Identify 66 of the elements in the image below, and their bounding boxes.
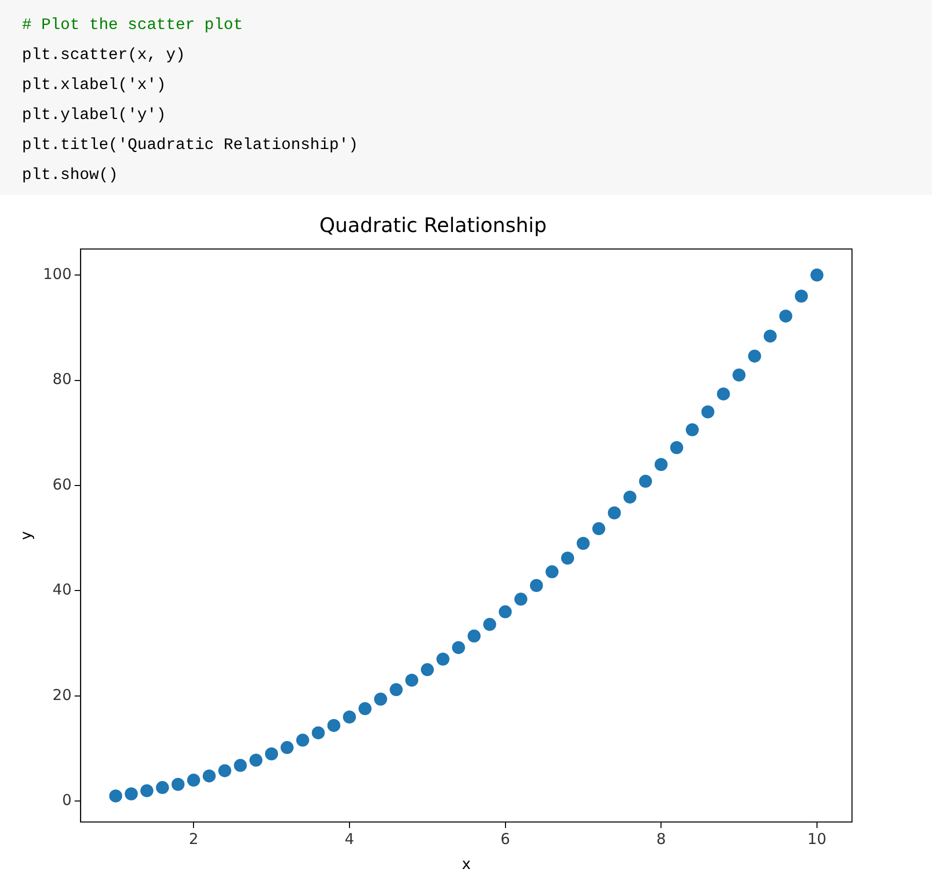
point <box>452 641 466 654</box>
point <box>234 758 247 772</box>
text: plt.title('Quadratic Relationship') <box>22 135 360 156</box>
point <box>498 605 512 618</box>
point <box>639 474 652 488</box>
chart-title: Quadratic Relationship <box>319 213 547 238</box>
point <box>514 592 528 606</box>
y-tick-label: 0 <box>62 791 72 810</box>
point <box>358 702 372 716</box>
y-tick-label: 40 <box>52 580 72 599</box>
text: plt.xlabel('x') <box>22 75 168 96</box>
point <box>296 734 310 747</box>
point <box>265 747 278 760</box>
point <box>327 718 340 732</box>
point <box>390 683 403 696</box>
point <box>202 769 216 782</box>
point <box>686 423 699 436</box>
point <box>124 787 138 800</box>
point <box>468 630 481 642</box>
y-tick-label: 60 <box>52 475 72 494</box>
point <box>608 506 621 520</box>
point <box>187 774 200 787</box>
point <box>530 578 543 592</box>
point <box>546 565 559 578</box>
point <box>312 726 325 740</box>
point <box>405 674 418 687</box>
point <box>156 781 169 794</box>
x-tick-label: 4 <box>344 830 354 848</box>
x-tick-label: 8 <box>656 830 666 848</box>
point <box>342 710 356 724</box>
point <box>218 764 232 778</box>
point <box>374 692 388 706</box>
point <box>701 405 714 418</box>
point <box>794 290 808 303</box>
point <box>748 350 762 363</box>
text: plt.ylabel('y') <box>22 105 168 126</box>
point <box>140 784 154 798</box>
y-tick-label: 20 <box>52 686 72 704</box>
point <box>779 310 792 323</box>
x-axis-title: x <box>462 854 471 873</box>
point <box>249 754 262 767</box>
point <box>654 458 668 471</box>
point <box>561 552 574 565</box>
point <box>623 490 636 504</box>
point <box>716 387 730 400</box>
point <box>109 789 122 802</box>
point <box>810 268 824 282</box>
point <box>420 663 434 676</box>
y-axis-title: y <box>16 530 35 540</box>
point <box>280 741 294 754</box>
point <box>436 652 450 666</box>
point <box>576 536 590 550</box>
y-tick-label: 100 <box>42 264 72 283</box>
text: # Plot the scatter plot <box>22 15 244 36</box>
x-tick-label: 6 <box>500 830 510 848</box>
point <box>172 778 185 791</box>
x-tick-label: 10 <box>807 830 826 848</box>
x-tick-label: 2 <box>188 830 198 848</box>
point <box>670 441 684 454</box>
point <box>732 368 746 382</box>
point <box>592 522 606 536</box>
text: plt.show() <box>22 165 120 186</box>
y-tick-label: 80 <box>52 370 72 388</box>
text: plt.scatter(x, y) <box>22 45 186 66</box>
point <box>483 618 496 631</box>
point <box>764 330 777 343</box>
